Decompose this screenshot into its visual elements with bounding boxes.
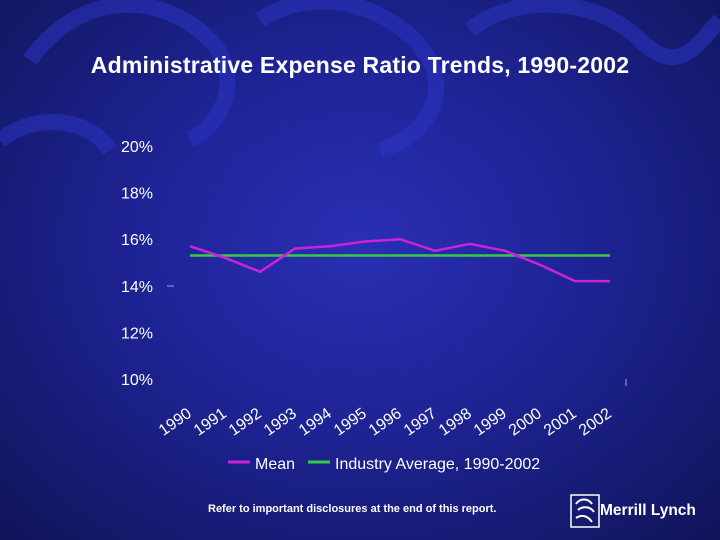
- x-tick-label: 2001: [541, 405, 580, 439]
- legend-item-mean-label: Mean: [255, 456, 295, 473]
- series-line-mean: [189, 237, 610, 283]
- x-tick-label: 1993: [261, 405, 300, 439]
- logo-text: Merrill Lynch: [600, 502, 696, 519]
- y-tick-label: 18%: [121, 186, 153, 203]
- chart-title: Administrative Expense Ratio Trends, 199…: [90, 52, 630, 78]
- x-tick-label: 1999: [471, 405, 510, 439]
- y-tick-label: 14%: [121, 279, 153, 296]
- y-tick-label: 12%: [121, 325, 153, 342]
- x-tick-label: 1997: [401, 405, 440, 439]
- y-tick-label: 10%: [121, 372, 153, 389]
- legend-item-industry-average-label: Industry Average, 1990-2002: [335, 456, 540, 473]
- x-tick-label: 2002: [576, 405, 615, 439]
- x-tick-label: 1994: [296, 405, 335, 439]
- x-tick-label: 1998: [436, 405, 475, 439]
- x-tick-label: 1996: [366, 405, 405, 439]
- x-tick-label: 1991: [191, 405, 230, 439]
- x-tick-label: 1990: [156, 405, 195, 439]
- x-tick-label: 1995: [331, 405, 370, 439]
- merrill-lynch-logo: Merrill Lynch: [570, 494, 710, 528]
- bull-logo-icon: [570, 494, 600, 528]
- y-tick-label: 20%: [121, 139, 153, 156]
- x-tick-label: 1992: [226, 405, 265, 439]
- disclosure-note: Refer to important disclosures at the en…: [208, 503, 497, 515]
- y-tick-label: 16%: [121, 232, 153, 249]
- x-tick-label: 2000: [506, 405, 545, 439]
